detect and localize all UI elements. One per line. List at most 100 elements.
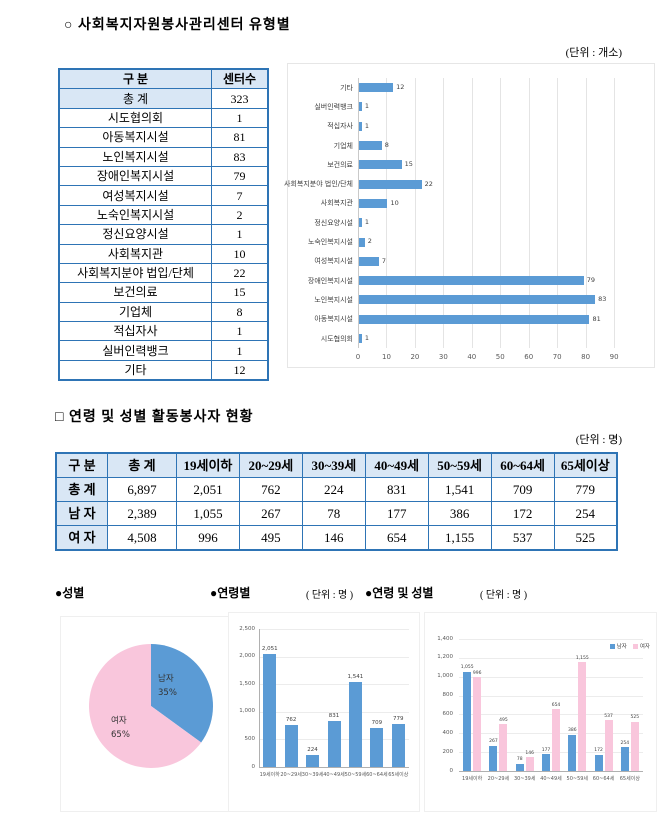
bar-value-label: 831 xyxy=(328,713,340,720)
category-label: 노숙인복지시설 xyxy=(307,238,353,247)
t2-cell: 1,541 xyxy=(427,477,492,502)
gridline xyxy=(500,78,502,349)
t1-cell: 여성복지시설 xyxy=(58,185,212,206)
bar-value-label: 177 xyxy=(541,747,551,753)
bar xyxy=(463,671,472,771)
y-tick-label: 200 xyxy=(442,748,454,755)
t1-cell: 1 xyxy=(211,321,269,342)
bar xyxy=(359,179,422,189)
bar-value-label: 654 xyxy=(551,702,561,708)
legend-item: 여자 xyxy=(632,642,650,650)
t1-cell: 총 계 xyxy=(58,88,212,109)
y-tick-label: 1,400 xyxy=(437,635,453,642)
x-tick-label: 30~39세 xyxy=(513,776,536,782)
t1-row: 보건의료 15 xyxy=(58,282,269,303)
bar xyxy=(359,295,596,305)
x-axis-line xyxy=(459,771,643,772)
bar xyxy=(327,721,341,767)
x-tick-label: 50~59세 xyxy=(344,772,367,778)
x-tick-label: 30~39세 xyxy=(301,772,324,778)
t1-cell: 보건의료 xyxy=(58,282,212,303)
gridline xyxy=(259,711,409,713)
category-label: 정신요양시설 xyxy=(314,218,353,227)
category-label: 사회복지분야 법인/단체 xyxy=(284,180,353,189)
bar-value-label: 78 xyxy=(516,757,523,763)
t1-row: 장애인복지시설 79 xyxy=(58,165,269,187)
y-tick-label: 2,500 xyxy=(239,625,255,632)
x-tick-label: 20~29세 xyxy=(280,772,302,778)
value-label: 2 xyxy=(367,237,372,246)
t1-cell: 사회복지분야 법입/단체 xyxy=(58,262,212,284)
y-tick-label: 400 xyxy=(442,729,454,736)
t1-cell: 노숙인복지시설 xyxy=(58,204,212,226)
bar xyxy=(359,276,584,286)
y-tick-label: 500 xyxy=(244,735,256,742)
t2-cell: 146 xyxy=(301,525,366,551)
bar xyxy=(499,724,508,771)
center-type-bar-chart: 0 10 20 30 40 50 60 70 80 90 기타 12 실버인력뱅크 1 적십자사 1 기업체 8 보… xyxy=(284,63,655,368)
x-tick-label: 70 xyxy=(552,353,562,362)
value-label: 1 xyxy=(364,333,369,342)
x-tick-label: 20~29세 xyxy=(487,776,510,782)
center-type-table: 구 분 센터수 총 계 323 시도협의회 1 아동복지시설 81 노인복지시설 83 장애인복지시… xyxy=(58,68,269,382)
y-tick-label: 0 xyxy=(251,763,256,770)
chart-legend: 남자 여자 xyxy=(604,642,650,650)
gridline xyxy=(459,695,643,697)
t2-cell: 6,897 xyxy=(107,477,177,502)
t2-col-header: 19세이하 xyxy=(176,452,240,478)
x-tick-label: 60~64세 xyxy=(366,772,388,778)
t2-col-header: 총 계 xyxy=(107,452,177,478)
t2-cell: 654 xyxy=(364,525,429,551)
t1-cell: 노인복지시설 xyxy=(58,146,212,167)
age-gender-grouped-bar-chart: 0 200 400 600 800 1,000 1,200 1,400 남자 여자 1,055 996… xyxy=(424,612,657,812)
x-tick-label: 19세이하 xyxy=(462,776,483,782)
t1-cell: 2 xyxy=(211,204,269,226)
value-label: 79 xyxy=(586,276,596,284)
gridline xyxy=(443,78,445,349)
value-label: 10 xyxy=(390,198,399,207)
gridline xyxy=(358,78,359,349)
bar-value-label: 495 xyxy=(499,717,508,723)
gridline xyxy=(459,657,643,659)
y-tick-label: 800 xyxy=(442,692,454,699)
value-label: 1 xyxy=(364,218,369,227)
t2-cell: 254 xyxy=(553,501,618,526)
t1-cell: 12 xyxy=(211,359,269,381)
t1-col-header: 센터수 xyxy=(211,68,269,90)
t1-cell: 15 xyxy=(211,282,269,303)
value-label: 1 xyxy=(364,121,369,130)
gridline xyxy=(459,676,643,678)
x-tick-label: 65세이상 xyxy=(388,772,409,778)
t1-row: 정신요양시설 1 xyxy=(58,224,269,245)
y-tick-label: 2,000 xyxy=(239,653,255,660)
category-label: 실버인력뱅크 xyxy=(314,102,353,111)
t1-row: 적십자사 1 xyxy=(58,321,269,342)
bar xyxy=(525,757,534,771)
bar xyxy=(359,314,590,324)
pie-label-female: 여자 xyxy=(111,715,127,726)
bar xyxy=(359,141,382,151)
t2-col-header: 20~29세 xyxy=(238,452,303,478)
bar-value-label: 386 xyxy=(567,728,577,734)
bar xyxy=(359,218,362,228)
bar-value-label: 267 xyxy=(489,739,498,745)
age-chart-unit-label: ( 단위 : 명 ) xyxy=(306,590,354,601)
agegender-chart-title: ●연령 및 성별 xyxy=(365,586,434,600)
t1-row: 기업체 8 xyxy=(58,301,269,323)
t2-cell: 1,055 xyxy=(176,501,240,526)
t1-row: 실버인력뱅크 1 xyxy=(58,340,269,361)
y-tick-label: 1,000 xyxy=(437,673,453,680)
t2-cell: 177 xyxy=(364,501,429,526)
category-label: 보건의료 xyxy=(327,160,353,169)
t1-cell: 아동복지시설 xyxy=(58,127,212,148)
gridline xyxy=(386,78,388,349)
pie-slice-female xyxy=(88,644,202,768)
x-tick-label: 90 xyxy=(609,353,619,362)
t1-row: 기타 12 xyxy=(58,359,269,381)
y-tick-label: 1,200 xyxy=(437,654,453,661)
t2-col-header: 50~59세 xyxy=(427,452,492,478)
t1-cell: 7 xyxy=(211,185,269,206)
legend-label: 남자 xyxy=(616,644,627,650)
bar-value-label: 1,541 xyxy=(347,673,364,680)
